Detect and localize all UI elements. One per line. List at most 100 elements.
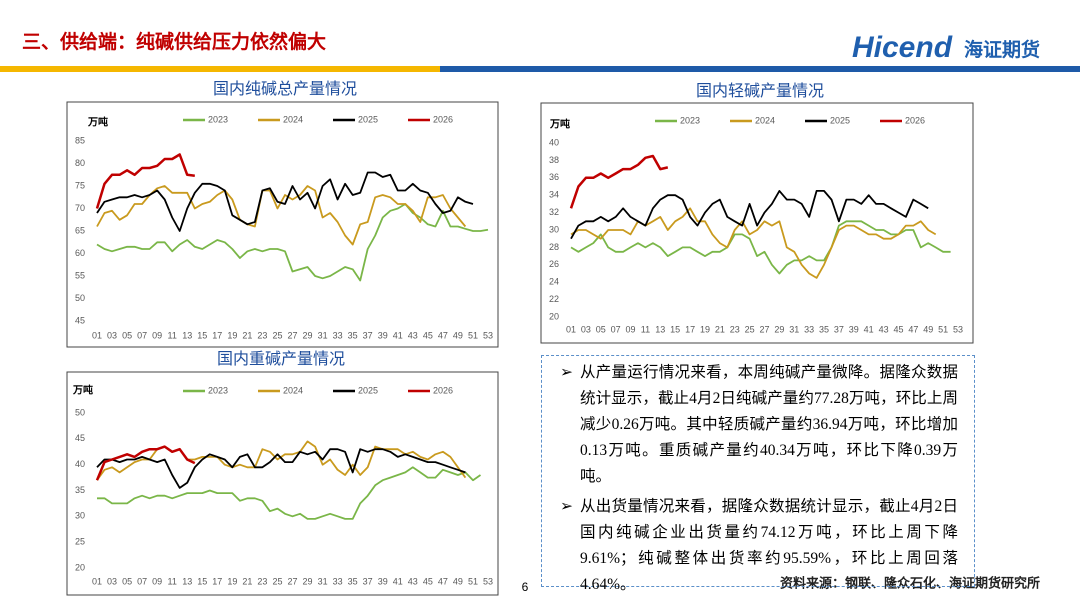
- x-tick-label: 39: [849, 324, 859, 334]
- x-tick-label: 43: [408, 330, 418, 340]
- x-tick-label: 05: [122, 330, 132, 340]
- y-tick-label: 20: [549, 311, 559, 321]
- y-tick-label: 34: [549, 190, 559, 200]
- x-tick-label: 17: [685, 324, 695, 334]
- x-tick-label: 03: [107, 576, 117, 586]
- series-line: [96, 448, 466, 489]
- y-tick-label: 25: [75, 537, 85, 547]
- y-tick-label: 28: [549, 242, 559, 252]
- x-tick-label: 01: [92, 330, 102, 340]
- x-tick-label: 09: [626, 324, 636, 334]
- legend-label: 2024: [283, 385, 303, 395]
- y-axis-label: 万吨: [72, 384, 93, 397]
- x-tick-label: 01: [92, 576, 102, 586]
- legend-label: 2025: [358, 114, 378, 124]
- x-tick-label: 53: [953, 324, 963, 334]
- chart-frame: [66, 371, 499, 596]
- y-tick-label: 30: [549, 224, 559, 234]
- x-tick-label: 13: [655, 324, 665, 334]
- x-tick-label: 19: [227, 330, 237, 340]
- chart-frame: [66, 101, 499, 348]
- x-tick-label: 45: [893, 324, 903, 334]
- y-tick-label: 38: [549, 155, 559, 165]
- x-tick-label: 13: [182, 576, 192, 586]
- x-tick-label: 05: [596, 324, 606, 334]
- x-tick-label: 35: [348, 576, 358, 586]
- x-tick-label: 33: [333, 330, 343, 340]
- y-tick-label: 45: [75, 433, 85, 443]
- x-tick-label: 07: [137, 330, 147, 340]
- x-tick-label: 33: [804, 324, 814, 334]
- x-tick-label: 27: [287, 576, 297, 586]
- y-tick-label: 50: [75, 407, 85, 417]
- x-tick-label: 35: [348, 330, 358, 340]
- y-axis-label: 万吨: [87, 116, 108, 129]
- x-tick-label: 21: [715, 324, 725, 334]
- legend-label: 2024: [283, 114, 303, 124]
- x-tick-label: 03: [107, 330, 117, 340]
- x-tick-label: 21: [242, 330, 252, 340]
- x-tick-label: 01: [566, 324, 576, 334]
- x-tick-label: 19: [227, 576, 237, 586]
- x-tick-label: 31: [789, 324, 799, 334]
- y-tick-label: 20: [75, 562, 85, 572]
- x-tick-label: 53: [483, 576, 493, 586]
- y-tick-label: 60: [75, 248, 85, 258]
- series-line: [96, 185, 467, 246]
- x-tick-label: 39: [378, 576, 388, 586]
- y-tick-label: 24: [549, 277, 559, 287]
- x-tick-label: 23: [257, 330, 267, 340]
- x-tick-label: 19: [700, 324, 710, 334]
- x-tick-label: 31: [318, 576, 328, 586]
- x-tick-label: 35: [819, 324, 829, 334]
- slide-title: 三、供给端：纯碱供给压力依然偏大: [22, 30, 326, 53]
- y-tick-label: 70: [75, 203, 85, 213]
- chart-title: 国内轻碱产量情况: [696, 82, 824, 100]
- x-tick-label: 33: [333, 576, 343, 586]
- logo-text: Hicend: [852, 31, 953, 64]
- x-tick-label: 25: [272, 330, 282, 340]
- x-tick-label: 07: [137, 576, 147, 586]
- x-tick-label: 07: [611, 324, 621, 334]
- x-tick-label: 17: [212, 330, 222, 340]
- header-bar-yellow: [0, 66, 440, 72]
- x-tick-label: 23: [257, 576, 267, 586]
- x-tick-label: 53: [483, 330, 493, 340]
- series-line: [96, 203, 489, 282]
- x-tick-label: 45: [423, 330, 433, 340]
- x-tick-label: 11: [168, 576, 177, 586]
- x-tick-label: 15: [197, 576, 207, 586]
- x-tick-label: 29: [774, 324, 784, 334]
- x-tick-label: 09: [152, 576, 162, 586]
- x-tick-label: 37: [363, 330, 373, 340]
- x-tick-label: 41: [864, 324, 874, 334]
- x-tick-label: 21: [242, 576, 252, 586]
- legend-label: 2026: [433, 385, 453, 395]
- x-tick-label: 37: [834, 324, 844, 334]
- x-tick-label: 11: [641, 324, 650, 334]
- legend-label: 2025: [830, 115, 850, 125]
- x-tick-label: 31: [318, 330, 328, 340]
- x-tick-label: 43: [408, 576, 418, 586]
- y-tick-label: 85: [75, 135, 85, 145]
- x-tick-label: 29: [303, 330, 313, 340]
- series-line: [570, 220, 951, 275]
- header-bar-blue: [440, 66, 1080, 72]
- legend-label: 2026: [433, 114, 453, 124]
- x-tick-label: 09: [152, 330, 162, 340]
- x-tick-label: 41: [393, 576, 403, 586]
- y-tick-label: 30: [75, 511, 85, 521]
- series-line: [95, 445, 196, 481]
- legend-label: 2023: [208, 385, 228, 395]
- series-line: [95, 153, 195, 209]
- x-tick-label: 47: [908, 324, 918, 334]
- y-axis-label: 万吨: [549, 118, 570, 131]
- x-tick-label: 43: [879, 324, 889, 334]
- x-tick-label: 27: [287, 330, 297, 340]
- x-tick-label: 29: [303, 576, 313, 586]
- x-tick-label: 25: [745, 324, 755, 334]
- series-line: [97, 466, 482, 520]
- y-tick-label: 26: [549, 259, 559, 269]
- y-tick-label: 80: [75, 158, 85, 168]
